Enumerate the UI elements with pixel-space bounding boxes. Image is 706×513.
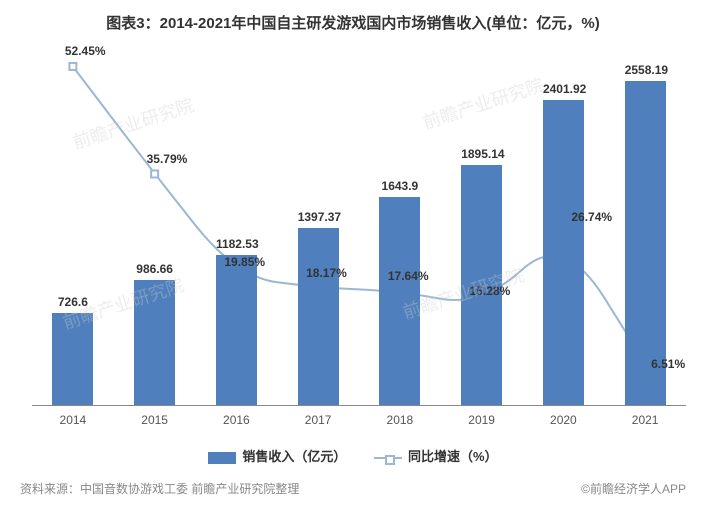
x-axis-label: 2019 bbox=[441, 413, 523, 427]
x-axis-label: 2015 bbox=[114, 413, 196, 427]
bar-value-label: 1895.14 bbox=[461, 147, 502, 161]
legend: 销售收入（亿元） 同比增速（%） bbox=[0, 446, 706, 465]
plot-area: 726.6 986.66 1182.53 1397.37 1643.9 1895.14 24… bbox=[32, 50, 686, 406]
pct-label: 18.17% bbox=[306, 266, 347, 280]
bar: 1182.53 bbox=[216, 255, 257, 405]
bar-value-label: 1643.9 bbox=[379, 179, 420, 193]
bar: 1397.37 bbox=[298, 228, 339, 405]
legend-swatch-bar bbox=[208, 452, 236, 464]
bar: 726.6 bbox=[52, 313, 93, 405]
x-axis-label: 2020 bbox=[523, 413, 605, 427]
bar-value-label: 2558.19 bbox=[625, 63, 666, 77]
brand-label: ©前瞻经济学人APP bbox=[581, 480, 686, 497]
bar: 2401.92 bbox=[543, 100, 584, 405]
bar-value-label: 1182.53 bbox=[216, 237, 257, 251]
bar: 1643.9 bbox=[379, 197, 420, 405]
pct-label: 15.28% bbox=[470, 284, 511, 298]
legend-bar-label: 销售收入（亿元） bbox=[242, 449, 346, 464]
bar: 986.66 bbox=[134, 280, 175, 405]
bar-value-label: 2401.92 bbox=[543, 82, 584, 96]
source-label: 资料来源：中国音数协游戏工委 前瞻产业研究院整理 bbox=[20, 480, 299, 497]
pct-label: 26.74% bbox=[571, 210, 612, 224]
pct-label: 35.79% bbox=[147, 152, 188, 166]
x-axis-label: 2021 bbox=[604, 413, 686, 427]
bar-value-label: 1397.37 bbox=[298, 210, 339, 224]
pct-label: 6.51% bbox=[651, 357, 685, 371]
chart-title: 图表3：2014-2021年中国自主研发游戏国内市场销售收入(单位：亿元，%) bbox=[0, 0, 706, 33]
x-axis-label: 2017 bbox=[277, 413, 359, 427]
x-axis-label: 2018 bbox=[359, 413, 441, 427]
footer: 资料来源：中国音数协游戏工委 前瞻产业研究院整理 ©前瞻经济学人APP bbox=[20, 480, 686, 497]
chart-area: 726.6 986.66 1182.53 1397.37 1643.9 1895.14 24… bbox=[32, 50, 686, 425]
line-layer bbox=[32, 50, 686, 405]
pct-label: 17.64% bbox=[388, 269, 429, 283]
pct-label: 19.85% bbox=[224, 255, 265, 269]
x-axis-label: 2016 bbox=[196, 413, 278, 427]
x-axis-label: 2014 bbox=[32, 413, 114, 427]
pct-label: 52.45% bbox=[65, 44, 106, 58]
legend-line-label: 同比增速（%） bbox=[408, 449, 498, 464]
bar-value-label: 726.6 bbox=[52, 295, 93, 309]
bar-value-label: 986.66 bbox=[134, 262, 175, 276]
legend-swatch-line bbox=[374, 452, 402, 464]
